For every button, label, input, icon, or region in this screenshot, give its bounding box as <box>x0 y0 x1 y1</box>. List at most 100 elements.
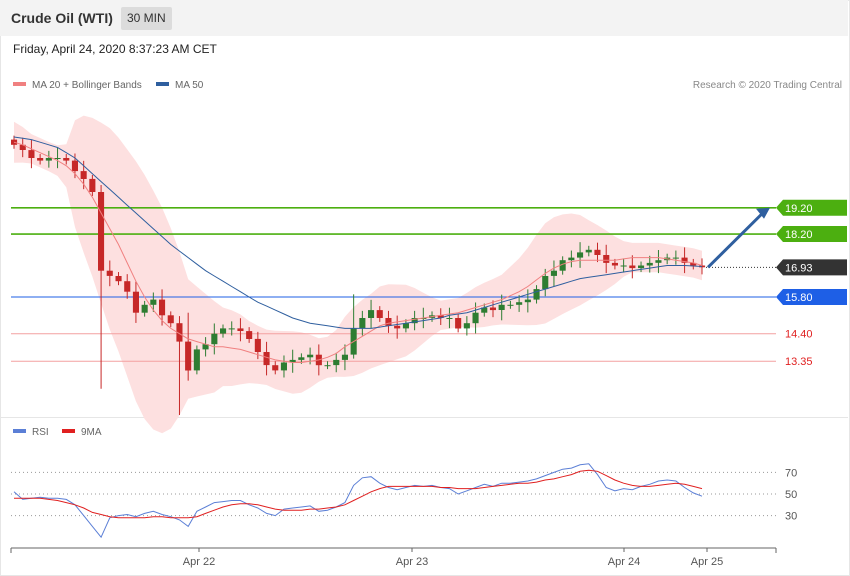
level-tag <box>776 226 847 243</box>
candle <box>167 315 174 324</box>
candle <box>516 302 523 305</box>
level-label: 19.20 <box>785 203 813 215</box>
candle <box>385 318 392 326</box>
level-label: 14.40 <box>785 329 813 341</box>
candle <box>577 252 584 258</box>
instrument-title: Crude Oil (WTI) <box>11 10 113 26</box>
candle <box>472 312 479 324</box>
candle <box>89 178 96 192</box>
candle <box>524 299 531 303</box>
legend-ma20: MA 20 + Bollinger Bands <box>13 80 142 91</box>
ma50-label: MA 50 <box>175 80 204 91</box>
candle <box>333 359 340 366</box>
candle <box>71 160 78 172</box>
candle <box>559 260 566 271</box>
candle <box>672 257 679 259</box>
copyright: Research © 2020 Trading Central <box>692 80 842 91</box>
x-tick-label: Apr 24 <box>608 556 640 568</box>
candle <box>489 307 496 311</box>
timeframe-badge[interactable]: 30 MIN <box>121 7 172 30</box>
projection-arrowhead <box>756 207 770 219</box>
ma20-swatch <box>13 82 26 87</box>
candle <box>298 357 305 360</box>
rsi-tick-label: 30 <box>785 511 797 523</box>
candle <box>368 310 375 318</box>
candle <box>45 158 52 161</box>
level-label: 15.80 <box>785 292 813 304</box>
candle <box>37 158 44 161</box>
candle <box>420 318 427 319</box>
candle <box>498 304 505 310</box>
ma50-line <box>13 136 703 329</box>
bollinger-band <box>14 115 702 434</box>
candle <box>542 276 549 290</box>
rsi-label: RSI <box>32 427 49 438</box>
ma9-label: 9MA <box>81 427 102 438</box>
candle <box>106 270 113 276</box>
candle <box>228 328 235 330</box>
candle <box>176 323 183 342</box>
candle <box>376 310 383 318</box>
candle <box>341 354 348 360</box>
candle <box>507 304 514 306</box>
candle <box>254 338 261 352</box>
candle <box>585 249 592 253</box>
candle <box>237 328 244 331</box>
candle <box>324 365 331 367</box>
candle <box>568 257 575 261</box>
candle <box>150 299 157 305</box>
candle <box>28 150 35 158</box>
ma20-line <box>13 141 703 363</box>
rsi-line <box>13 463 703 539</box>
candle <box>220 328 227 334</box>
candle <box>280 362 287 371</box>
candle <box>124 281 131 292</box>
level-tag <box>776 199 847 216</box>
x-tick-label: Apr 23 <box>396 556 428 568</box>
x-tick-label: Apr 25 <box>691 556 723 568</box>
candle <box>19 144 26 150</box>
candle <box>681 257 688 263</box>
rsi-ma9-line <box>14 469 703 519</box>
ma9-swatch <box>62 429 75 434</box>
level-label: 13.35 <box>785 356 813 368</box>
level-tag <box>776 288 847 305</box>
candle <box>455 318 462 329</box>
candle <box>411 318 418 324</box>
candle <box>402 323 409 329</box>
timestamp: Friday, April 24, 2020 8:37:23 AM CET <box>13 42 217 56</box>
candle <box>185 341 192 371</box>
candle <box>446 318 453 319</box>
candle <box>646 262 653 266</box>
candle <box>272 365 279 371</box>
candle <box>115 276 122 282</box>
candle <box>594 249 601 255</box>
candle <box>289 359 296 363</box>
legend-9ma: 9MA <box>62 427 102 438</box>
panel-divider <box>0 417 848 418</box>
candle <box>211 333 218 345</box>
projection-arrow <box>706 210 766 269</box>
x-tick-label: Apr 22 <box>183 556 215 568</box>
level-label: 16.93 <box>785 262 813 274</box>
legend-rsi: RSI <box>13 427 49 438</box>
candle <box>620 265 627 267</box>
candle <box>611 262 618 266</box>
candle <box>263 352 270 366</box>
candle <box>307 354 314 358</box>
candle <box>141 304 148 313</box>
candle <box>550 270 557 276</box>
rsi-swatch <box>13 429 26 434</box>
level-label: 18.20 <box>785 229 813 241</box>
candle <box>132 291 139 313</box>
legend-ma50: MA 50 <box>156 80 203 91</box>
candle <box>159 299 166 316</box>
candle <box>463 323 470 329</box>
candle <box>603 255 610 263</box>
candle <box>246 331 253 339</box>
candle <box>629 265 636 269</box>
candle <box>54 158 61 159</box>
candle <box>98 192 105 271</box>
candle <box>193 349 200 371</box>
